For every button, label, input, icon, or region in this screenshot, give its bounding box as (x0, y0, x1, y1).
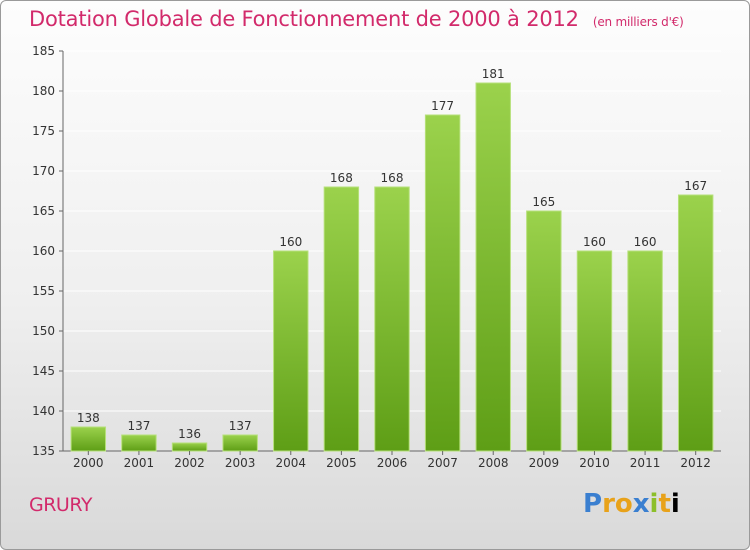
bar-value-label: 177 (431, 99, 454, 113)
x-tick-label: 2007 (427, 456, 458, 470)
commune-name: GRURY (29, 494, 92, 516)
bar-value-label: 137 (229, 419, 252, 433)
bar-value-label: 168 (381, 171, 404, 185)
bar-value-label: 138 (77, 411, 100, 425)
bars: 138 137 136 137 160 168 168 177 181 165 160 160 167 (70, 67, 714, 452)
bar (273, 250, 309, 452)
y-tick-label: 180 (32, 84, 55, 98)
x-tick-label: 2010 (579, 456, 610, 470)
x-tick-label: 2001 (124, 456, 155, 470)
bar (627, 250, 663, 452)
bar-value-label: 160 (634, 235, 657, 249)
x-tick-label: 2000 (73, 456, 104, 470)
y-tick-label: 185 (32, 44, 55, 58)
x-axis: 2000 2001 2002 2003 2004 2005 2006 2007 2008 2009… (73, 451, 711, 470)
y-tick-label: 150 (32, 324, 55, 338)
bar-value-label: 160 (583, 235, 606, 249)
chart-subtitle: (en milliers d'€) (592, 15, 684, 29)
bar (70, 426, 107, 452)
y-tick-label: 140 (32, 404, 55, 418)
bar (475, 82, 511, 452)
proxiti-logo: Proxiti (583, 489, 680, 519)
bar (526, 210, 562, 452)
bar-value-label: 165 (532, 195, 555, 209)
chart-title-text: Dotation Globale de Fonctionnement de 20… (29, 7, 579, 31)
x-tick-label: 2002 (174, 456, 205, 470)
y-tick-label: 145 (32, 364, 55, 378)
x-tick-label: 2009 (529, 456, 560, 470)
x-tick-label: 2004 (275, 456, 306, 470)
x-tick-label: 2008 (478, 456, 509, 470)
bar-value-label: 168 (330, 171, 353, 185)
bar (576, 250, 613, 452)
bar-value-label: 136 (178, 427, 201, 441)
x-tick-label: 2003 (225, 456, 256, 470)
chart-title: Dotation Globale de Fonctionnement de 20… (29, 7, 684, 31)
y-tick-label: 170 (32, 164, 55, 178)
bar (121, 434, 157, 452)
bar-value-label: 160 (279, 235, 302, 249)
y-tick-label: 135 (32, 444, 55, 458)
bar-value-label: 137 (127, 419, 150, 433)
bar (222, 434, 258, 452)
bar (424, 114, 461, 452)
y-tick-label: 165 (32, 204, 55, 218)
bar-value-label: 181 (482, 67, 505, 81)
bar-value-label: 167 (684, 179, 707, 193)
x-tick-label: 2005 (326, 456, 357, 470)
x-tick-label: 2011 (630, 456, 661, 470)
x-tick-label: 2006 (377, 456, 408, 470)
x-tick-label: 2012 (680, 456, 711, 470)
y-tick-label: 175 (32, 124, 55, 138)
y-tick-label: 155 (32, 284, 55, 298)
bar (171, 442, 208, 452)
bar (677, 194, 714, 452)
y-tick-label: 160 (32, 244, 55, 258)
bar (323, 186, 360, 452)
bar (374, 186, 410, 452)
